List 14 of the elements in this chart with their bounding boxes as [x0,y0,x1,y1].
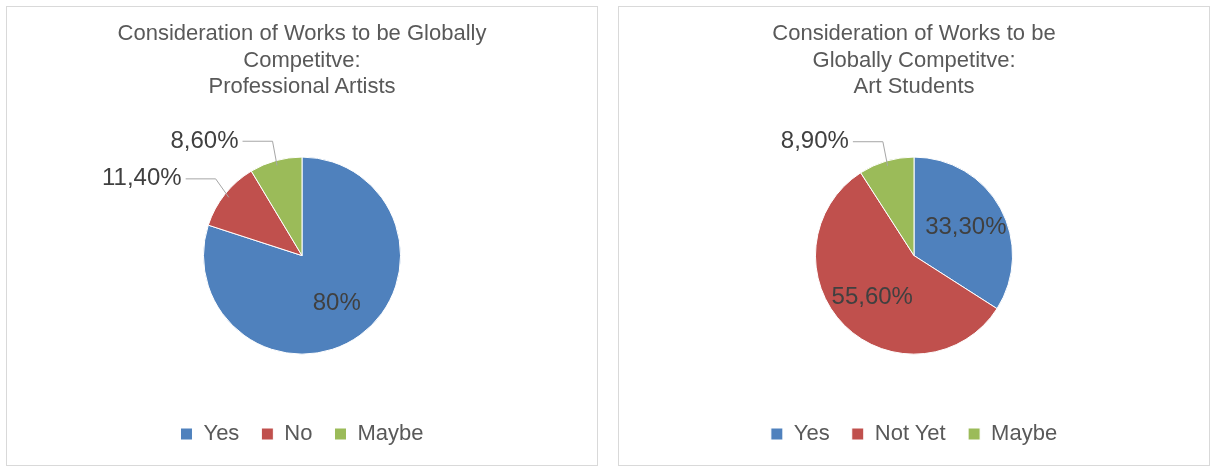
data-label: 8,60% [170,125,239,153]
data-label: 8,90% [780,126,849,154]
chart-title: Consideration of Works to be Globally Competitve: Professional Artists [117,20,487,99]
data-label: 11,40% [102,163,182,191]
legend-label: Yes [793,420,830,446]
data-label: 80% [312,288,361,316]
legend-label: Not Yet [874,420,946,446]
data-label: 33,30% [925,211,1007,239]
legend-label: No [284,420,313,446]
legend-label: Maybe [991,420,1058,446]
chart-title: Consideration of Works to be Globally Competitve: Art Students [772,20,1056,99]
legend-label: Yes [203,420,240,446]
data-label: 55,60% [831,282,913,310]
legend-label: Maybe [357,420,424,446]
